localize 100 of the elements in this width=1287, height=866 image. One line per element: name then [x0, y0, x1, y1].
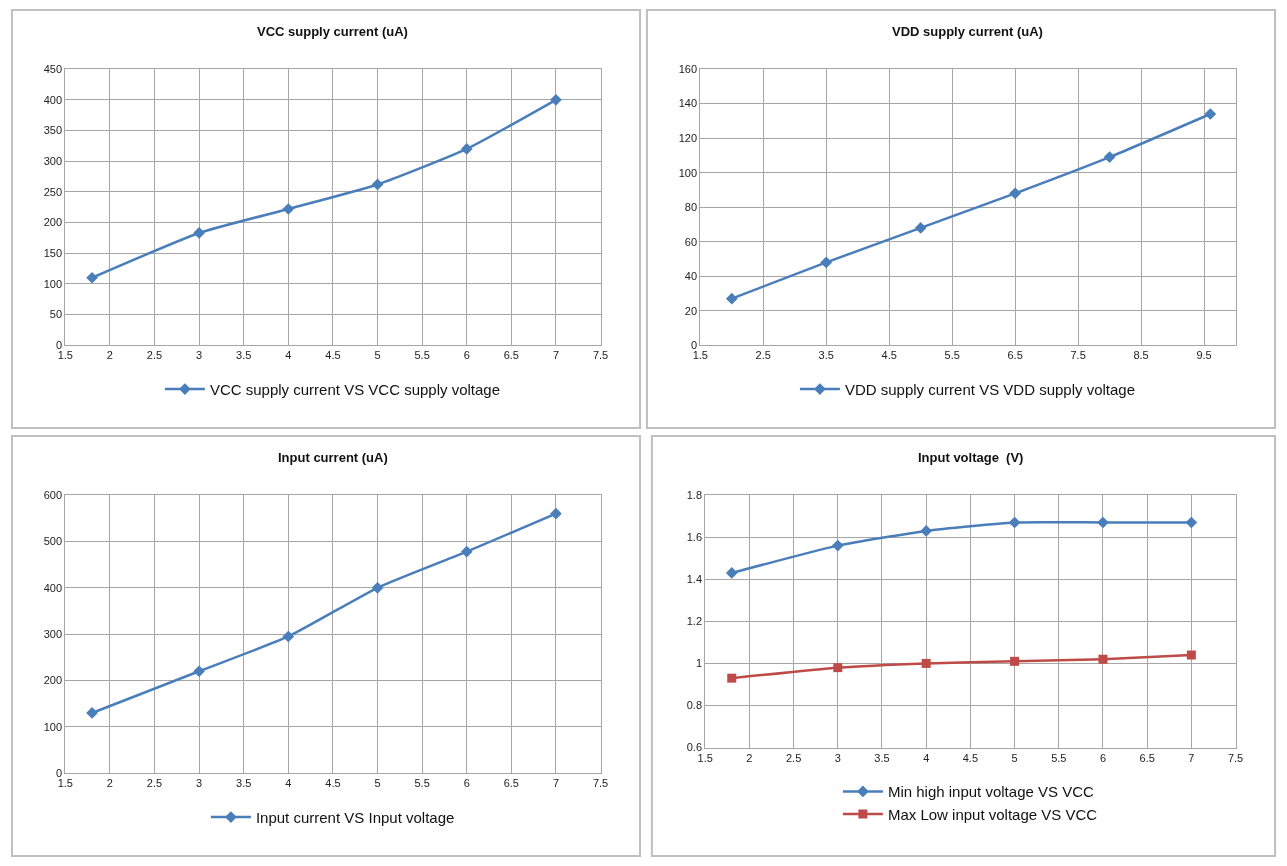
point	[921, 658, 931, 668]
point	[193, 665, 205, 678]
x-tick-label: 1.5	[57, 349, 73, 362]
y-tick-label: 1.4	[686, 573, 703, 586]
point	[833, 663, 843, 673]
x-tick-label: 4	[285, 777, 292, 790]
point	[282, 203, 295, 215]
y-tick-label: 0	[55, 339, 63, 352]
point	[460, 143, 473, 155]
y-tick-label: 140	[678, 97, 698, 110]
y-tick-label: 160	[678, 62, 698, 75]
x-tick-label: 9.5	[1196, 349, 1212, 362]
x-tick-label: 7.5	[1227, 751, 1244, 764]
legend-label: Max Low input voltage VS VCC	[887, 805, 1098, 823]
x-tick-label: 5.5	[414, 777, 430, 790]
x-tick-label: 6.5	[503, 777, 519, 790]
point	[1185, 516, 1198, 529]
point	[550, 93, 562, 106]
x-tick-label: 2	[106, 349, 113, 362]
y-tick-label: 20	[684, 304, 698, 317]
x-tick-label: 5	[374, 777, 381, 790]
point	[1204, 108, 1217, 120]
point	[831, 539, 844, 552]
point	[1186, 650, 1196, 660]
chart-title: Input voltage (V)	[918, 450, 1024, 465]
y-tick-label: 600	[43, 488, 63, 501]
x-tick-label: 2.5	[146, 349, 163, 362]
x-tick-label: 1.5	[57, 777, 73, 790]
y-tick-label: 1.6	[686, 531, 703, 544]
y-tick-label: 40	[684, 270, 698, 283]
y-tick-label: 200	[43, 674, 63, 687]
y-tick-label: 300	[43, 155, 63, 167]
y-tick-label: 0	[55, 767, 63, 780]
y-tick-label: 200	[43, 216, 63, 229]
y-tick-label: 80	[684, 201, 698, 214]
y-tick-label: 500	[43, 535, 63, 548]
x-tick-label: 7.5	[592, 777, 609, 790]
x-tick-label: 4.5	[962, 751, 979, 764]
x-tick-label: 5	[374, 349, 381, 362]
x-tick-label: 4.5	[325, 777, 341, 790]
x-tick-label: 7.5	[592, 349, 609, 362]
y-tick-label: 0.8	[686, 699, 703, 712]
y-tick-label: 1	[695, 657, 703, 670]
x-tick-label: 2.5	[785, 751, 802, 764]
x-tick-label: 1.5	[697, 751, 713, 764]
y-tick-label: 400	[43, 93, 63, 106]
x-tick-label: 3	[834, 751, 841, 764]
y-tick-label: 350	[43, 124, 63, 137]
point	[371, 581, 384, 594]
point	[1097, 516, 1109, 529]
x-tick-label: 3	[196, 777, 203, 790]
x-tick-label: 6	[1099, 751, 1107, 764]
point	[86, 271, 98, 284]
y-tick-label: 100	[43, 720, 63, 733]
x-tick-label: 2	[746, 751, 753, 764]
chart-title: VDD supply current (uA)	[892, 24, 1043, 39]
x-tick-label: 3.5	[236, 349, 252, 362]
x-tick-label: 7.5	[1070, 349, 1086, 362]
x-tick-label: 5	[1011, 751, 1018, 764]
legend-label: Input current VS Input voltage	[255, 808, 455, 826]
y-tick-label: 400	[43, 581, 63, 594]
x-tick-label: 6.5	[503, 349, 519, 362]
y-tick-label: 0.6	[686, 741, 703, 754]
legend-label: VDD supply current VS VDD supply voltage	[844, 380, 1136, 398]
x-tick-label: 4.5	[881, 349, 897, 362]
point	[1008, 516, 1021, 529]
y-tick-label: 100	[678, 166, 698, 179]
chart-title: VCC supply current (uA)	[257, 24, 408, 39]
y-tick-label: 120	[678, 131, 698, 144]
x-tick-label: 1.5	[692, 349, 708, 362]
point	[550, 507, 562, 520]
point	[1098, 654, 1108, 664]
y-tick-label: 50	[49, 308, 63, 321]
point	[820, 256, 833, 269]
x-tick-label: 6.5	[1139, 751, 1155, 764]
point	[1010, 656, 1020, 666]
x-tick-label: 5.5	[944, 349, 960, 362]
point	[920, 525, 933, 537]
chart-title: Input current (uA)	[278, 450, 388, 465]
y-tick-label: 60	[684, 235, 698, 248]
legend-label: Min high input voltage VS VCC	[887, 783, 1094, 801]
x-tick-label: 4.5	[325, 349, 341, 362]
y-tick-label: 0	[690, 339, 698, 352]
x-tick-label: 3.5	[874, 751, 890, 764]
y-tick-label: 1.8	[686, 488, 703, 501]
point	[914, 222, 927, 234]
x-tick-label: 2	[106, 777, 113, 790]
y-tick-label: 450	[43, 62, 63, 75]
point	[1103, 151, 1116, 163]
x-tick-label: 4	[285, 349, 292, 362]
point	[282, 630, 295, 643]
point	[725, 567, 738, 579]
point	[460, 545, 473, 558]
legend-label: VCC supply current VS VCC supply voltage	[209, 380, 501, 398]
x-tick-label: 4	[923, 751, 930, 764]
x-tick-label: 2.5	[755, 349, 771, 362]
x-tick-label: 2.5	[146, 777, 163, 790]
point	[371, 178, 384, 191]
point	[193, 227, 205, 239]
point	[1009, 187, 1021, 200]
